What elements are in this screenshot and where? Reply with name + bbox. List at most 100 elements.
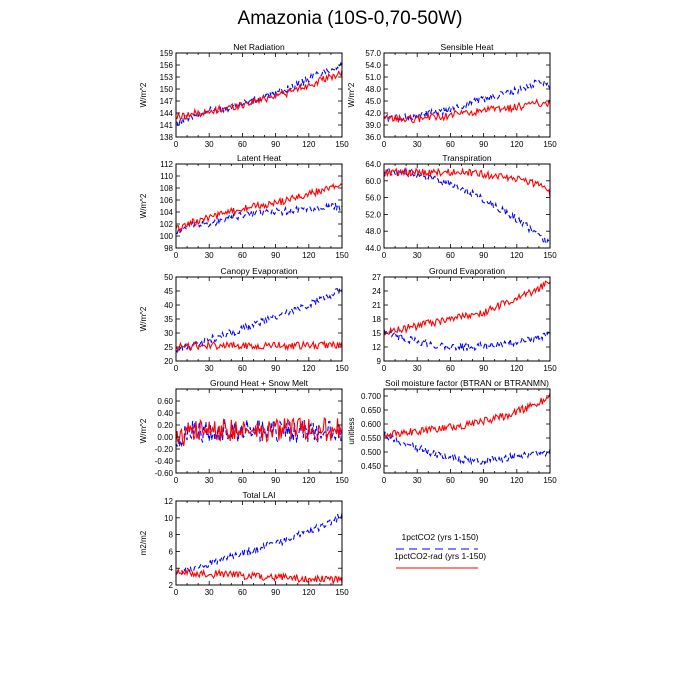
panel: Canopy Evaporation 0 30 60 90 120 150 20 25 30 35 4… [139,266,349,373]
panel: Transpiration 0 30 60 90 120 150 44.0 48.0 52.0 56… [365,153,557,260]
y-tick-label: 0.20 [157,421,173,430]
x-tick-label: 150 [335,364,349,373]
y-tick-label: 10 [164,514,173,523]
x-tick-label: 120 [302,364,316,373]
panel: Ground Evaporation 0 30 60 90 120 150 9 12 15 18 21… [372,266,557,373]
x-tick-label: 60 [446,476,455,485]
y-tick-label: 60.0 [365,177,381,186]
y-tick-label: 153 [160,73,174,82]
y-axis-label: unitless [347,417,356,444]
x-tick-label: 90 [271,140,280,149]
y-axis-label: W/m^2 [139,418,148,443]
panel: Net Radiation 0 30 60 90 120 150 138 141 144 147 15… [139,42,349,149]
y-tick-label: 6 [169,547,174,556]
series-line [176,567,342,585]
plot-frame [383,52,551,138]
series-line [384,79,550,124]
series-line [176,417,342,448]
series-line [384,167,550,198]
series-line [384,329,550,352]
series-line [176,286,342,354]
x-tick-label: 90 [271,588,280,597]
plot-frame [175,163,343,249]
y-tick-label: 8 [169,531,174,540]
series-line [176,417,342,447]
x-tick-label: 150 [335,588,349,597]
panel: Sensible Heat 0 30 60 90 120 150 36.0 39.0 42.0 45… [347,42,557,149]
series-line [176,340,342,353]
y-tick-label: 45.0 [365,97,381,106]
y-tick-label: 4 [169,564,174,573]
x-tick-label: 90 [479,140,488,149]
y-tick-label: 110 [160,172,173,181]
y-tick-label: 12 [372,343,381,352]
legend: 1pctCO2 (yrs 1-150) 1pctCO2-rad (yrs 1-15… [394,532,486,569]
x-tick-label: 150 [335,140,349,149]
y-tick-label: 0.450 [361,462,382,471]
x-tick-label: 60 [446,140,455,149]
y-tick-label: 156 [160,61,174,70]
y-tick-label: 27 [372,273,381,282]
x-tick-label: 120 [510,364,524,373]
x-tick-label: 60 [238,588,247,597]
panel-title: Total LAI [242,490,275,500]
x-tick-label: 60 [238,251,247,260]
y-tick-label: -0.40 [155,457,174,466]
y-tick-label: 30 [164,329,173,338]
x-tick-label: 30 [413,364,422,373]
series-line [384,98,550,124]
y-axis-label: W/m^2 [139,306,148,331]
x-tick-label: 150 [543,364,557,373]
y-tick-label: 0.700 [361,392,382,401]
y-tick-label: 0.550 [361,434,382,443]
y-tick-label: 40 [164,301,173,310]
y-tick-label: 15 [372,329,381,338]
y-tick-label: -0.20 [155,445,174,454]
series-line [384,280,550,336]
plot-frame [383,163,551,249]
panel-title: Sensible Heat [441,42,495,52]
figure-title: Amazonia (10S-0,70-50W) [237,8,463,29]
x-tick-label: 60 [238,140,247,149]
y-tick-label: 45 [164,287,173,296]
y-axis-label: W/m^2 [139,193,148,218]
x-tick-label: 150 [543,476,557,485]
x-tick-label: 0 [382,476,387,485]
x-tick-label: 120 [510,140,524,149]
y-tick-label: 24 [372,287,381,296]
x-tick-label: 30 [413,140,422,149]
series-line [176,182,342,233]
x-tick-label: 0 [174,588,179,597]
x-tick-label: 30 [205,588,214,597]
y-tick-label: 0.00 [157,433,173,442]
y-tick-label: 98 [164,244,173,253]
panel-title: Latent Heat [237,153,282,163]
x-tick-label: 0 [174,140,179,149]
y-tick-label: 52.0 [365,210,381,219]
y-tick-label: 50 [164,273,173,282]
x-tick-label: 120 [510,251,524,260]
y-tick-label: 42.0 [365,109,381,118]
y-tick-label: 159 [160,49,174,58]
y-axis-label: W/m^2 [347,82,356,107]
series-line [384,430,550,466]
x-tick-label: 120 [510,476,524,485]
y-tick-label: 104 [160,208,174,217]
y-tick-label: 0.600 [361,420,382,429]
y-tick-label: 54.0 [365,61,381,70]
y-tick-label: 36.0 [365,133,381,142]
series-line [384,166,550,245]
y-tick-label: 147 [160,97,174,106]
series-line [176,512,342,575]
x-tick-label: 60 [446,251,455,260]
plot-frame [383,388,551,474]
x-tick-label: 150 [543,251,557,260]
x-tick-label: 0 [382,140,387,149]
x-tick-label: 120 [302,140,316,149]
y-tick-label: 48.0 [365,227,381,236]
panel: Total LAI 0 30 60 90 120 150 2 4 6 8 10 12 m2/m2 [139,490,349,597]
y-tick-label: 57.0 [365,49,381,58]
panel-title: Soil moisture factor (BTRAN or BTRANMN) [385,378,549,388]
legend-label: 1pctCO2 (yrs 1-150) [402,532,479,542]
